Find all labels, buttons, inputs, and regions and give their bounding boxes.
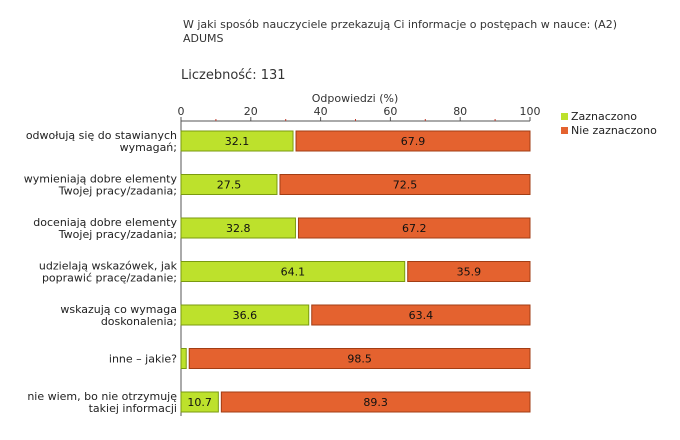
category-label: odwołują się do stawianych [26,129,177,142]
category-label: wskazują co wymaga [60,303,177,316]
legend-label: Zaznaczono [571,110,637,123]
bar-value-label: 67.9 [401,135,426,148]
bar-value-label: 27.5 [217,179,242,192]
x-axis-title: Odpowiedzi (%) [312,92,399,105]
bar-nie-zaznaczono [279,174,531,195]
category-label: wymagań; [120,141,177,154]
legend-swatch [561,127,568,134]
respondent-count: Liczebność: 131 [181,68,286,83]
bar-value-label: 36.6 [233,309,258,322]
x-tick-label: 80 [453,105,467,118]
bar-value-label: 32.8 [226,222,251,235]
bar-nie-zaznaczono [407,261,531,282]
bar-zaznaczono [180,217,296,239]
x-tick-label: 0 [178,105,185,118]
category-label: nie wiem, bo nie otrzymuję [27,390,177,403]
x-tick-label: 40 [314,105,328,118]
bar-value-label: 67.2 [402,222,427,235]
category-label: poprawić pracę/zadanie; [42,272,177,285]
legend-swatch [561,113,568,120]
x-tick-label: 100 [520,105,541,118]
category-label: takiej informacji [89,402,177,415]
chart-title-line-1: W jaki sposób nauczyciele przekazują Ci … [183,18,617,31]
legend-label: Nie zaznaczono [571,124,657,137]
x-tick-label: 60 [383,105,397,118]
bar-nie-zaznaczono [295,130,531,152]
bar-value-label: 32.1 [225,135,250,148]
bar-nie-zaznaczono [188,348,531,369]
category-label: Twojej pracy/zadania; [58,185,177,198]
bar-value-label: 63.4 [409,309,434,322]
bar-value-label: 64.1 [281,266,306,279]
bar-nie-zaznaczono [311,304,531,326]
bar-value-label: 98.5 [347,353,372,366]
x-tick-label: 20 [244,105,258,118]
category-label: Twojej pracy/zadania; [58,228,177,241]
bar-value-label: 89.3 [363,396,388,409]
bar-zaznaczono [180,261,406,282]
x-axis: 0 20 40 60 80 100 [178,105,541,416]
category-label: doceniają dobre elementy [33,216,177,229]
category-label: udzielają wskazówek, jak [39,260,178,273]
bar-nie-zaznaczono [220,391,531,413]
bar-value-label: 10.7 [187,396,212,409]
bar-value-label: 35.9 [457,266,482,279]
bar-nie-zaznaczono [297,217,531,239]
category-label: inne – jakie? [109,353,177,366]
bars: 32.1 67.9 27.5 72.5 32.8 67.2 64.1 35.9 36.6 63.4… [180,130,531,413]
category-label: wymieniają dobre elementy [24,173,178,186]
chart-title-line-2: ADUMS [183,32,224,45]
bar-zaznaczono [180,130,294,152]
bar-zaznaczono [180,174,278,195]
bar-value-label: 72.5 [393,179,418,192]
bar-zaznaczono [180,304,310,326]
category-label: doskonalenia; [101,315,177,328]
bar-zaznaczono [180,391,219,413]
bar-zaznaczono [180,348,187,369]
